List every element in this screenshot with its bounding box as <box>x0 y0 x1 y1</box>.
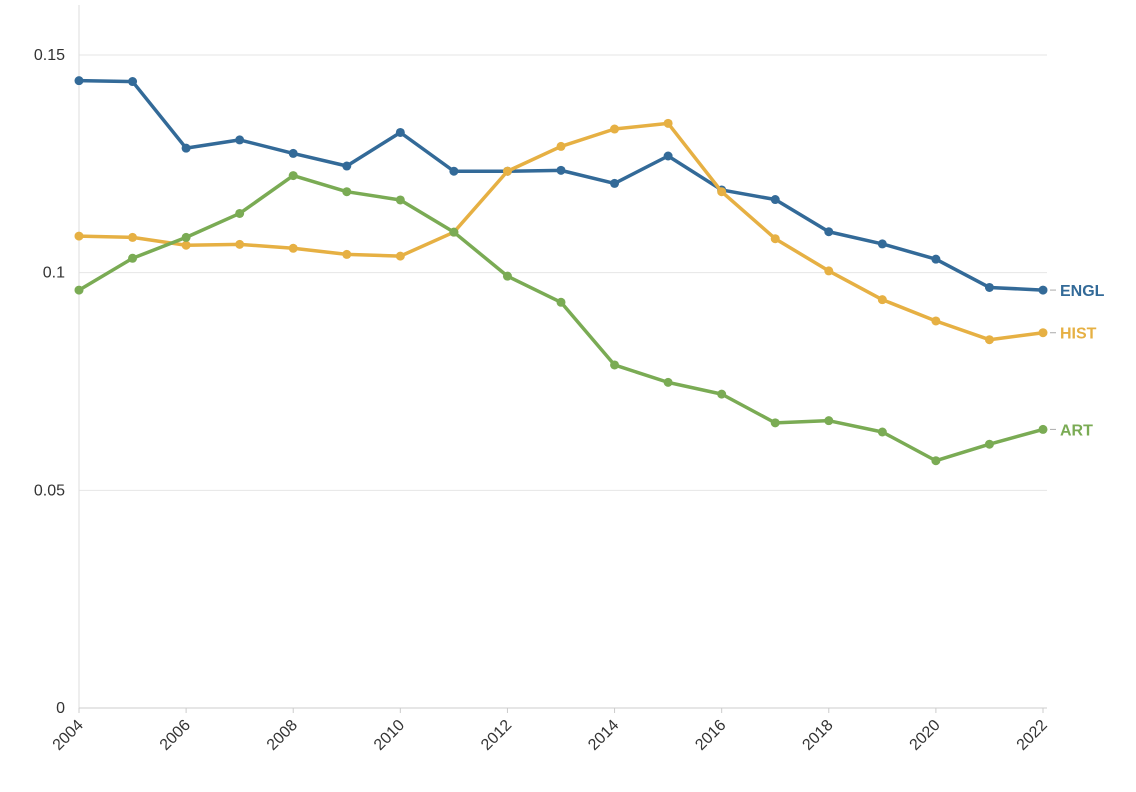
data-point[interactable] <box>128 232 138 242</box>
series-label-art: ART <box>1060 422 1093 439</box>
data-point[interactable] <box>342 161 352 171</box>
data-point[interactable] <box>931 456 941 466</box>
x-tick-label: 2008 <box>264 717 301 754</box>
data-point[interactable] <box>235 135 245 145</box>
data-point[interactable] <box>128 77 138 87</box>
data-point[interactable] <box>556 297 566 307</box>
data-point[interactable] <box>663 151 673 161</box>
y-tick-label: 0.1 <box>43 265 65 282</box>
data-point[interactable] <box>877 295 887 305</box>
y-tick-label: 0.15 <box>34 47 65 64</box>
data-point[interactable] <box>931 254 941 264</box>
x-tick-label: 2016 <box>692 717 729 754</box>
data-point[interactable] <box>395 251 405 261</box>
data-point[interactable] <box>288 243 298 253</box>
x-tick-label: 2018 <box>799 717 836 754</box>
data-point[interactable] <box>74 231 84 241</box>
data-point[interactable] <box>931 316 941 326</box>
data-point[interactable] <box>502 166 512 176</box>
data-point[interactable] <box>984 282 994 292</box>
series-line <box>77 121 1045 342</box>
data-point[interactable] <box>74 76 84 86</box>
series-art <box>74 171 1048 466</box>
series-label-hist: HIST <box>1060 326 1097 343</box>
data-point[interactable] <box>610 360 620 370</box>
y-tick-label: 0.05 <box>34 482 65 499</box>
series-line <box>77 78 1045 292</box>
data-point[interactable] <box>449 166 459 176</box>
data-point[interactable] <box>395 195 405 205</box>
series-labels: ENGL HIST ART <box>1050 283 1105 439</box>
data-point[interactable] <box>717 389 727 399</box>
x-tick-label: 2014 <box>585 717 622 754</box>
data-point[interactable] <box>235 208 245 218</box>
x-tick-label: 2022 <box>1014 717 1051 754</box>
data-point[interactable] <box>877 427 887 437</box>
data-point[interactable] <box>824 227 834 237</box>
x-tick-label: 2020 <box>907 717 944 754</box>
data-point[interactable] <box>1038 328 1048 338</box>
data-point[interactable] <box>770 234 780 244</box>
data-point[interactable] <box>610 178 620 188</box>
series-engl <box>74 76 1048 295</box>
data-point[interactable] <box>128 253 138 263</box>
data-point[interactable] <box>556 165 566 175</box>
data-point[interactable] <box>74 285 84 295</box>
data-point[interactable] <box>288 171 298 181</box>
data-point[interactable] <box>824 266 834 276</box>
y-axis-ticks: 0 0.05 0.1 0.15 <box>34 47 65 717</box>
data-point[interactable] <box>1038 285 1048 295</box>
x-tick-label: 2010 <box>371 717 408 754</box>
data-point[interactable] <box>235 239 245 249</box>
data-point[interactable] <box>1038 424 1048 434</box>
data-point[interactable] <box>502 271 512 281</box>
x-tick-label: 2012 <box>478 717 515 754</box>
data-point[interactable] <box>395 127 405 137</box>
data-point[interactable] <box>717 187 727 197</box>
x-axis-ticks: 2004 2006 2008 2010 2012 2014 2016 2018 2020 2022 <box>50 708 1051 754</box>
data-point[interactable] <box>984 439 994 449</box>
data-point[interactable] <box>610 124 620 134</box>
gridlines <box>79 54 1047 491</box>
data-point[interactable] <box>770 195 780 205</box>
data-point[interactable] <box>181 232 191 242</box>
data-point[interactable] <box>877 239 887 249</box>
data-point[interactable] <box>342 187 352 197</box>
y-tick-label: 0 <box>56 700 65 717</box>
series-line <box>77 173 1045 463</box>
series-hist <box>74 118 1048 345</box>
x-tick-label: 2006 <box>157 717 194 754</box>
data-point[interactable] <box>663 118 673 128</box>
data-point[interactable] <box>288 148 298 158</box>
series-label-engl: ENGL <box>1060 283 1105 300</box>
data-point[interactable] <box>556 141 566 151</box>
data-point[interactable] <box>342 249 352 259</box>
data-point[interactable] <box>824 416 834 426</box>
data-point[interactable] <box>663 377 673 387</box>
data-point[interactable] <box>449 227 459 237</box>
data-point[interactable] <box>181 240 191 250</box>
data-point[interactable] <box>181 143 191 153</box>
data-point[interactable] <box>770 418 780 428</box>
x-tick-label: 2004 <box>50 717 87 754</box>
series-layer <box>74 76 1048 466</box>
data-point[interactable] <box>984 335 994 345</box>
